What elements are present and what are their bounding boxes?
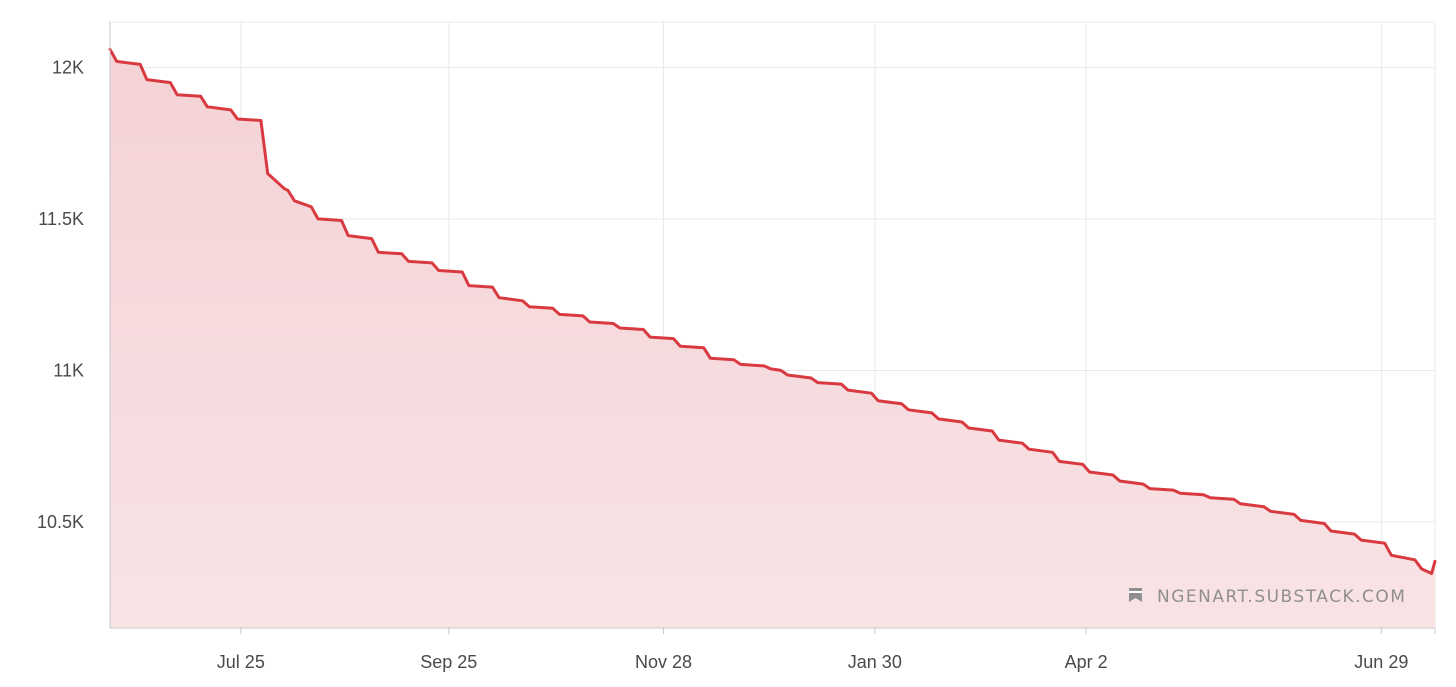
axes [109,22,1436,634]
y-tick-label: 10.5K [37,512,84,532]
series-line [108,47,1437,575]
y-axis-ticks: 12K 11.5K 11K 10.5K [37,57,84,532]
y-tick-label: 11K [53,360,84,380]
watermark: NGENART.SUBSTACK.COM [1129,587,1406,607]
x-tick-label: Jan 30 [848,652,902,672]
watermark-text: NGENART.SUBSTACK.COM [1157,587,1406,607]
x-tick-label: Jul 25 [217,652,265,672]
area-fill [110,49,1435,629]
y-tick-label: 12K [52,57,84,77]
x-tick-label: Jun 29 [1354,652,1408,672]
y-tick-label: 11.5K [38,209,84,229]
x-tick-label: Apr 2 [1065,652,1108,672]
x-tick-label: Nov 28 [635,652,692,672]
bookmark-icon-band [1129,591,1142,593]
x-tick-label: Sep 25 [420,652,477,672]
x-axis-ticks: Jul 25 Sep 25 Nov 28 Jan 30 Apr 2 Jun 29 [217,652,1409,672]
